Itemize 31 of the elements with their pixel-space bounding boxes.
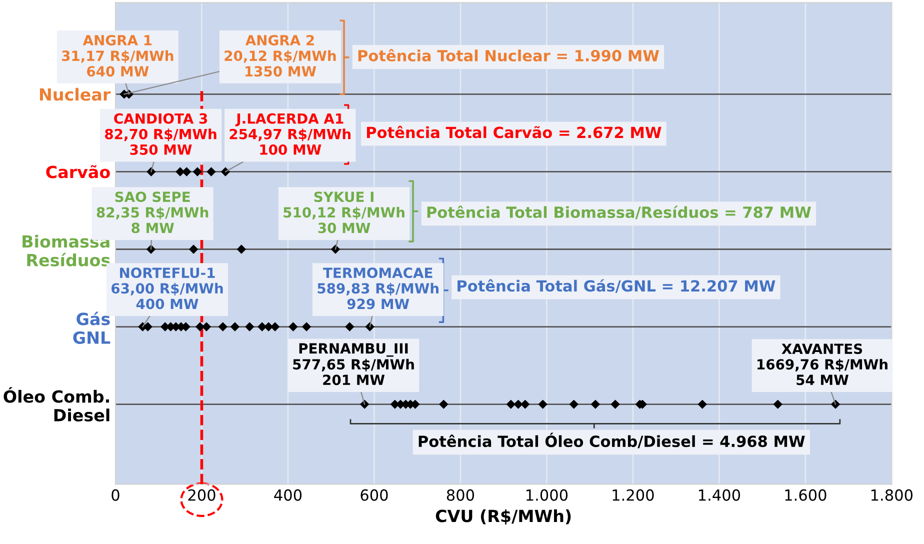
y-tick-label: Biomassa Resíduos <box>22 234 110 266</box>
annotation: Potência Total Óleo Comb/Diesel = 4.968 MW <box>418 432 805 448</box>
x-tick-label: 600 <box>360 489 388 501</box>
annotation: PERNAMBU_III 577,65 R$/MWh 201 MW <box>293 343 414 386</box>
annotation: Potência Total Carvão = 2.672 MW <box>367 126 662 138</box>
x-tick-label: 1.600 <box>785 489 826 501</box>
annotation: CANDIOTA 3 82,70 R$/MWh 350 MW <box>105 113 216 155</box>
annotation: Potência Total Nuclear = 1.990 MW <box>358 48 660 62</box>
annotation: NORTEFLU-1 63,00 R$/MWh 400 MW <box>111 268 223 310</box>
x-tick-label: 1.800 <box>871 489 913 501</box>
annotation: SAO SEPE 82,35 R$/MWh 8 MW <box>96 192 208 234</box>
y-tick-label: Óleo Comb. Diesel <box>4 387 110 422</box>
annotation: Potência Total Gás/GNL = 12.207 MW <box>458 279 776 293</box>
annotation: ANGRA 2 20,12 R$/MWh 1350 MW <box>224 34 336 77</box>
x-tick-label: 0 <box>112 489 120 501</box>
annotation: Potência Total Biomassa/Resíduos = 787 MW <box>427 206 811 220</box>
x-axis-title: CVU (R$/MWh) <box>436 509 571 524</box>
y-tick-label: Nuclear <box>40 88 111 101</box>
x-tick-label: 1.400 <box>698 489 740 501</box>
x-tick-label: 1.200 <box>612 489 654 501</box>
annotation: TERMOMACAE 589,83 R$/MWh 929 MW <box>318 268 438 310</box>
annotation: ANGRA 1 31,17 R$/MWh 640 MW <box>62 34 174 77</box>
x-tick-label: 200 <box>188 489 216 501</box>
annotation: SYKUE I 510,12 R$/MWh 30 MW <box>284 192 404 234</box>
x-tick-label: 1.000 <box>526 489 568 501</box>
x-tick-label: 800 <box>446 489 474 501</box>
annotation: J.LACERDA A1 254,97 R$/MWh 100 MW <box>230 113 350 155</box>
y-tick-label: Carvão <box>46 165 110 178</box>
annotation: XAVANTES 1669,76 R$/MWh 54 MW <box>758 344 888 386</box>
x-tick-label: 400 <box>274 489 302 501</box>
y-tick-label: Gás GNL <box>73 312 110 344</box>
